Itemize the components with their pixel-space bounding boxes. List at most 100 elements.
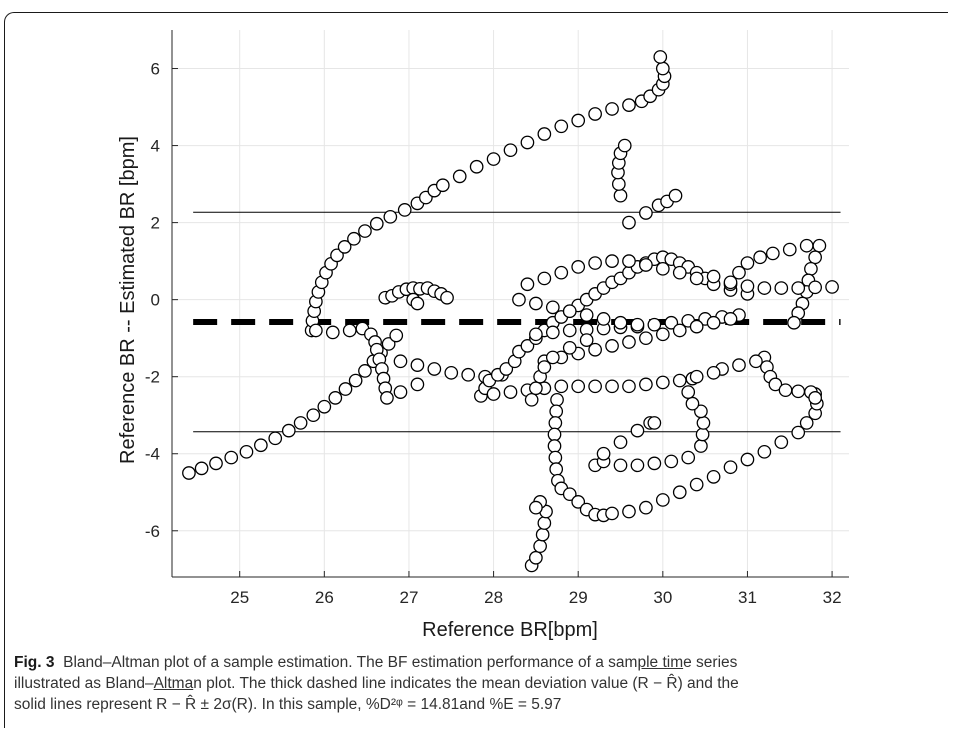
data-point [499, 362, 514, 376]
caption-line-2: illustrated as Bland–Altman plot. The th… [14, 673, 934, 694]
data-point [549, 462, 564, 476]
data-point [812, 238, 827, 253]
data-point [503, 143, 518, 158]
data-point [808, 391, 823, 405]
caption-line-3: solid lines represent R − R̂ ± 2σ(R). In… [14, 696, 562, 713]
data-point [444, 365, 459, 380]
data-point [694, 404, 708, 419]
data-point [562, 487, 577, 502]
data-point [369, 216, 384, 231]
y-tick-label: 0 [151, 291, 160, 310]
data-point [562, 323, 577, 338]
data-point [605, 254, 619, 268]
data-point [740, 256, 755, 270]
x-tick-label: 30 [653, 588, 672, 607]
data-point [268, 431, 283, 446]
data-point [306, 408, 321, 423]
data-point [787, 315, 801, 330]
data-point [549, 404, 564, 419]
data-point [194, 461, 209, 476]
data-point [571, 113, 586, 128]
data-point [740, 279, 755, 294]
data-point [647, 416, 662, 430]
caption-text-1b: e series [683, 654, 738, 671]
data-point [605, 506, 619, 521]
data-point [689, 319, 704, 334]
data-point [524, 392, 539, 407]
data-point [520, 135, 535, 150]
data-point [596, 446, 611, 461]
data-point [554, 265, 569, 280]
data-point [410, 377, 425, 392]
data-point [706, 269, 721, 284]
data-point [342, 323, 357, 338]
data-point [774, 281, 789, 295]
x-tick-label: 28 [484, 588, 503, 607]
y-tick-label: 4 [151, 137, 160, 156]
data-point [588, 379, 602, 394]
data-point [545, 325, 560, 340]
data-point [545, 350, 560, 365]
data-point [825, 280, 839, 294]
data-point [548, 416, 563, 430]
data-point [529, 550, 543, 565]
data-point [655, 375, 670, 390]
data-point [579, 308, 594, 322]
data-point [325, 325, 340, 340]
data-point [529, 296, 543, 311]
data-point [347, 231, 361, 246]
data-point [799, 416, 814, 430]
data-points [182, 50, 839, 573]
data-point [647, 317, 662, 332]
data-point [440, 290, 454, 305]
data-point [664, 315, 679, 330]
figure-frame [4, 12, 948, 728]
grid-lines [172, 30, 849, 577]
data-point [281, 423, 296, 438]
data-point [611, 177, 626, 191]
data-point [655, 261, 670, 276]
data-point [749, 354, 763, 369]
x-axis-title: Reference BR[bpm] [422, 619, 598, 641]
data-point [723, 460, 738, 475]
data-point [630, 458, 645, 473]
data-point [630, 317, 645, 332]
data-point [529, 327, 543, 342]
data-point [613, 435, 628, 450]
data-point [461, 367, 476, 382]
data-point [778, 383, 793, 398]
data-point [588, 256, 602, 270]
data-point [681, 385, 696, 399]
data-point [254, 438, 268, 453]
figure-caption: Fig. 3 Bland–Altman plot of a sample est… [14, 652, 934, 715]
data-point [630, 423, 645, 438]
data-point [512, 292, 526, 307]
data-point [562, 340, 577, 355]
data-point [380, 391, 394, 405]
data-point [596, 312, 611, 326]
data-point [681, 450, 696, 465]
data-point [224, 450, 239, 465]
data-point [427, 362, 442, 376]
data-point [529, 500, 543, 515]
data-point [622, 335, 636, 349]
data-point [723, 275, 738, 290]
data-point [588, 107, 602, 121]
data-point [562, 304, 577, 319]
data-point [393, 354, 408, 369]
data-point [689, 477, 704, 492]
data-point [804, 261, 818, 276]
data-point [410, 358, 425, 372]
data-point [358, 364, 372, 378]
data-point [791, 281, 806, 295]
data-point [550, 392, 564, 407]
data-point [689, 271, 704, 286]
data-point [613, 188, 628, 203]
data-point [647, 456, 662, 471]
data-point [548, 450, 563, 465]
data-point [393, 385, 408, 399]
data-point [588, 342, 602, 357]
data-point [545, 300, 560, 315]
y-tick-label: -4 [145, 445, 160, 464]
data-point [410, 296, 425, 311]
